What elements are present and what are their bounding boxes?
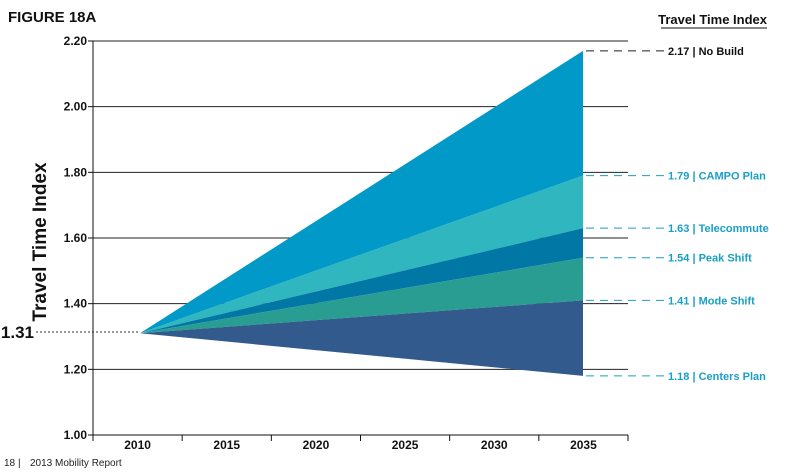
area-band-mode-shift bbox=[140, 300, 583, 376]
axes bbox=[88, 40, 629, 441]
figure-label: FIGURE 18A bbox=[8, 9, 97, 26]
scenario-labels: 2.17 | No Build 1.79 | CAMPO Plan 1.63 | T… bbox=[586, 46, 769, 383]
area-band-telecommute bbox=[140, 228, 583, 334]
x-tick-label-2015: 2015 bbox=[213, 438, 240, 452]
y-tick-label-1.60: 1.60 bbox=[64, 231, 88, 245]
y-tick-labels: 1.00 1.20 1.40 1.60 1.80 2.00 2.20 bbox=[64, 34, 88, 442]
legend-title: Travel Time Index bbox=[658, 12, 768, 27]
y-tick-label-2.00: 2.00 bbox=[64, 100, 88, 114]
area-band-campo-plan bbox=[140, 175, 583, 334]
y-tick-label-1.20: 1.20 bbox=[64, 362, 88, 376]
scenario-label-peak-shift: 1.54 | Peak Shift bbox=[668, 253, 752, 265]
x-tick-label-2030: 2030 bbox=[481, 438, 508, 452]
scenario-label-campo-plan: 1.79 | CAMPO Plan bbox=[668, 171, 766, 183]
x-tick-label-2010: 2010 bbox=[124, 438, 151, 452]
x-tick-labels: 2010 2015 2020 2025 2030 2035 bbox=[124, 438, 597, 452]
area-layers bbox=[140, 50, 583, 376]
y-tick-label-2.20: 2.20 bbox=[64, 34, 88, 48]
scenario-label-telecommute: 1.63 | Telecommute bbox=[668, 223, 769, 235]
x-tick-label-2035: 2035 bbox=[570, 438, 597, 452]
footer-report: 2013 Mobility Report bbox=[30, 458, 122, 469]
scenario-label-mode-shift: 1.41 | Mode Shift bbox=[668, 295, 755, 307]
y-tick-label-1.00: 1.00 bbox=[64, 428, 88, 442]
y-tick-label-1.40: 1.40 bbox=[64, 297, 88, 311]
footer-separator: | bbox=[18, 458, 21, 469]
y-tick-label-1.80: 1.80 bbox=[64, 165, 88, 179]
scenario-label-centers-plan: 1.18 | Centers Plan bbox=[668, 371, 766, 383]
x-tick-label-2020: 2020 bbox=[303, 438, 330, 452]
area-band-peak-shift bbox=[140, 257, 583, 334]
x-tick-label-2025: 2025 bbox=[392, 438, 419, 452]
area-band-no-build bbox=[140, 50, 583, 334]
scenario-label-no-build: 2.17 | No Build bbox=[668, 46, 744, 58]
footer-page-number: 18 bbox=[4, 458, 16, 469]
start-value-label: 1.31 bbox=[1, 323, 34, 342]
y-axis-label: Travel Time Index bbox=[30, 162, 51, 322]
